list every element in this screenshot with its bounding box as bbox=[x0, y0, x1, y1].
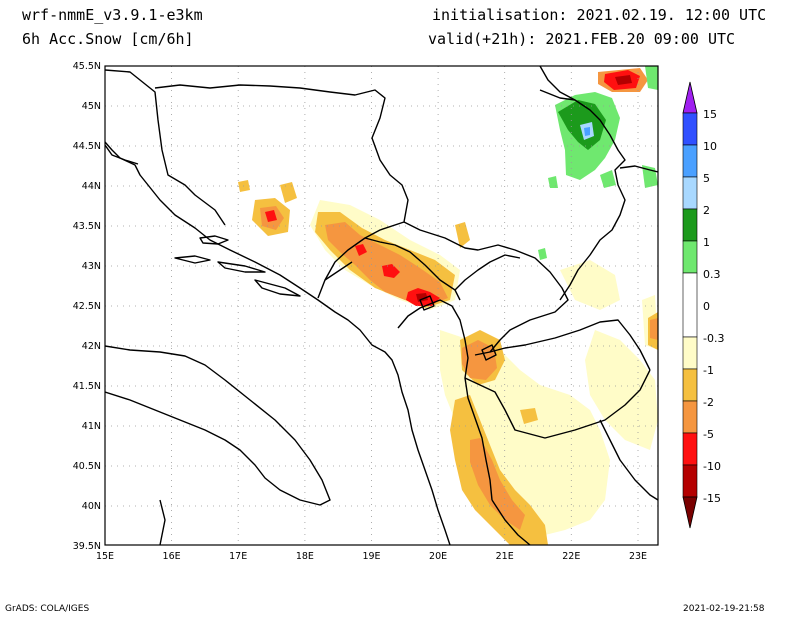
lat-label: 44N bbox=[82, 181, 101, 192]
legend-arrow-top bbox=[682, 81, 698, 114]
coastlines-borders bbox=[105, 66, 658, 545]
lon-label: 15E bbox=[96, 551, 114, 562]
legend-label: 5 bbox=[703, 172, 710, 185]
legend-swatch bbox=[682, 240, 698, 274]
lat-label: 40N bbox=[82, 501, 101, 512]
legend-swatch bbox=[682, 432, 698, 466]
lat-label: 39.5N bbox=[73, 541, 101, 552]
lat-label: 42.5N bbox=[73, 301, 101, 312]
lat-label: 40.5N bbox=[73, 461, 101, 472]
legend-label: 15 bbox=[703, 108, 717, 121]
lon-label: 21E bbox=[496, 551, 514, 562]
render-timestamp: 2021-02-19-21:58 bbox=[683, 604, 765, 614]
lat-label: 41N bbox=[82, 421, 101, 432]
lat-label: 43.5N bbox=[73, 221, 101, 232]
lat-label: 43N bbox=[82, 261, 101, 272]
lon-label: 17E bbox=[229, 551, 247, 562]
grads-credit: GrADS: COLA/IGES bbox=[5, 604, 90, 614]
legend-label: -0.3 bbox=[703, 332, 724, 345]
legend-label: -2 bbox=[703, 396, 714, 409]
lat-labels: 45.5N 45N 44.5N 44N 43.5N 43N 42.5N 42N … bbox=[73, 61, 101, 552]
model-title: wrf-nmmE_v3.9.1-e3km bbox=[22, 6, 203, 24]
legend-label: 2 bbox=[703, 204, 710, 217]
legend-label: 0 bbox=[703, 300, 710, 313]
legend-swatch bbox=[682, 336, 698, 370]
map-frame bbox=[104, 65, 659, 546]
legend-label: -15 bbox=[703, 492, 721, 505]
legend-label: 0.3 bbox=[703, 268, 721, 281]
lon-label: 22E bbox=[562, 551, 580, 562]
lon-labels: 15E 16E 17E 18E 19E 20E 21E 22E 23E bbox=[96, 551, 647, 562]
legend-label: -5 bbox=[703, 428, 714, 441]
legend-swatch bbox=[682, 272, 698, 338]
color-legend: 15 10 5 2 1 0.3 0 -0.3 -1 -2 -5 -10 -15 bbox=[682, 81, 724, 529]
legend-label: -1 bbox=[703, 364, 714, 377]
lon-label: 23E bbox=[629, 551, 647, 562]
valid-time: valid(+21h): 2021.FEB.20 09:00 UTC bbox=[428, 30, 736, 48]
legend-arrow-bottom bbox=[682, 496, 698, 529]
init-time: initialisation: 2021.02.19. 12:00 UTC bbox=[432, 6, 767, 24]
lat-label: 45N bbox=[82, 101, 101, 112]
legend-label: 10 bbox=[703, 140, 717, 153]
lat-label: 45.5N bbox=[73, 61, 101, 72]
legend-label: -10 bbox=[703, 460, 721, 473]
legend-swatch bbox=[682, 368, 698, 402]
lon-label: 19E bbox=[362, 551, 380, 562]
lat-label: 44.5N bbox=[73, 141, 101, 152]
variable-title: 6h Acc.Snow [cm/6h] bbox=[22, 30, 194, 48]
lon-label: 18E bbox=[296, 551, 314, 562]
legend-swatch bbox=[682, 464, 698, 498]
lat-label: 42N bbox=[82, 341, 101, 352]
legend-label: 1 bbox=[703, 236, 710, 249]
snow-field bbox=[238, 66, 658, 545]
legend-swatch bbox=[682, 112, 698, 146]
legend-swatch bbox=[682, 144, 698, 178]
legend-swatch bbox=[682, 208, 698, 242]
legend-swatch bbox=[682, 400, 698, 434]
legend-swatch bbox=[682, 176, 698, 210]
lat-lon-grid bbox=[105, 66, 658, 545]
lon-label: 20E bbox=[429, 551, 447, 562]
lat-label: 41.5N bbox=[73, 381, 101, 392]
lon-label: 16E bbox=[163, 551, 181, 562]
